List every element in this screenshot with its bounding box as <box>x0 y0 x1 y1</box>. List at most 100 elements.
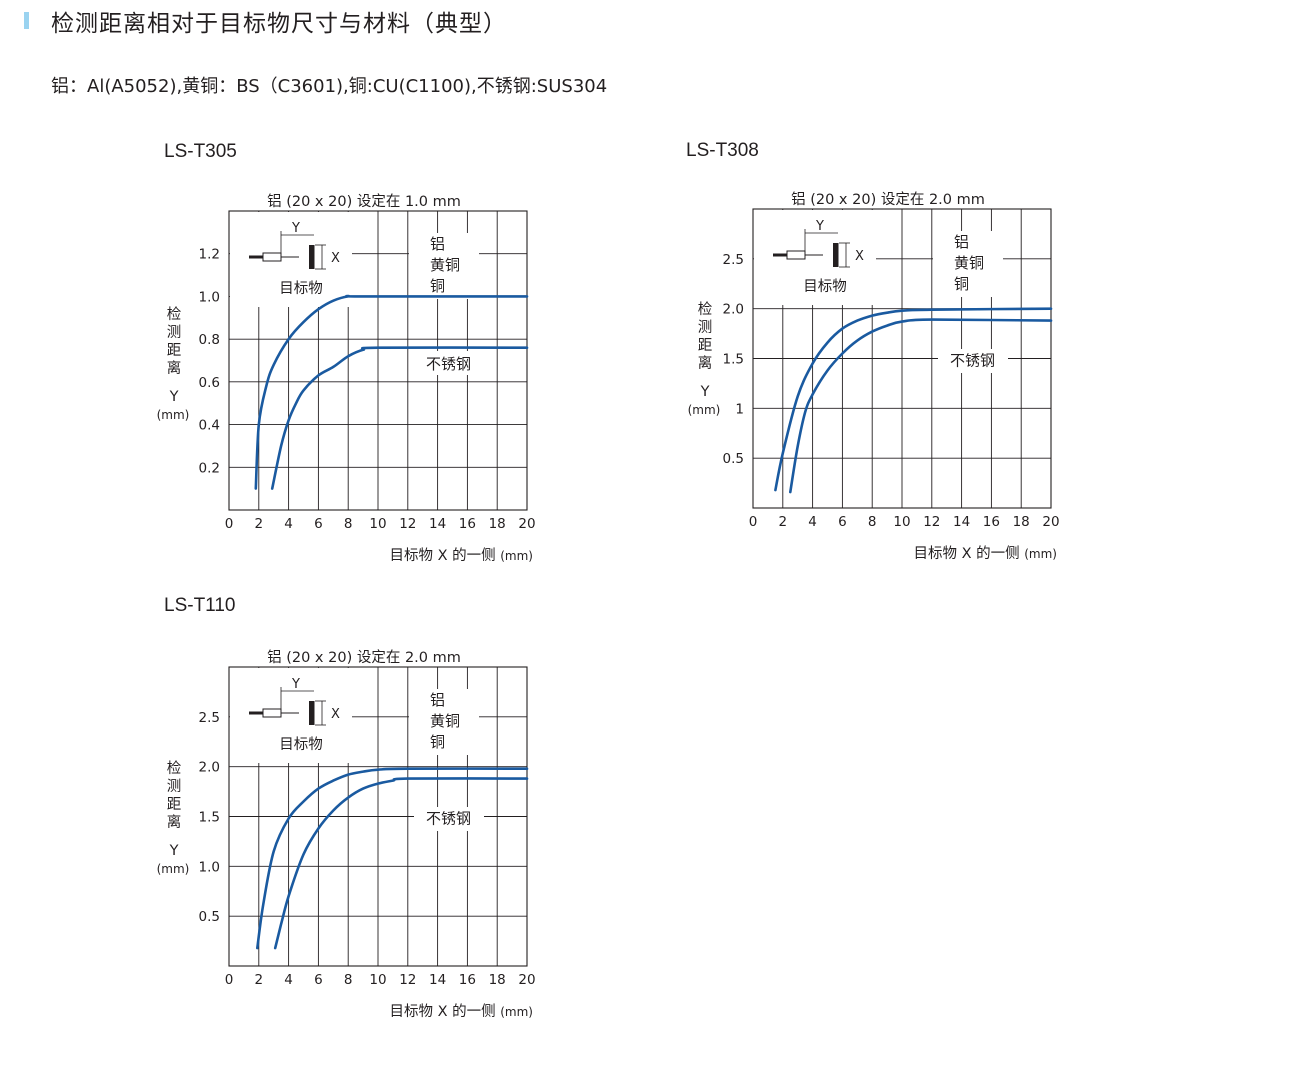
material-annotation: 不锈钢 <box>426 355 471 373</box>
x-tick-label: 16 <box>459 972 476 988</box>
x-tick-label: 6 <box>314 972 323 988</box>
diagram-target-label: 目标物 <box>803 278 847 295</box>
diagram-y-label: Y <box>291 677 300 692</box>
plot-frame <box>752 208 1052 509</box>
y-tick-label: 2.0 <box>199 760 220 776</box>
material-annotation: 铜 <box>954 275 969 293</box>
diagram-x-label: X <box>855 249 864 264</box>
x-tick-label: 4 <box>284 972 293 988</box>
y-tick-label: 0.2 <box>199 460 220 476</box>
model-label-ls-t110: LS-T110 <box>164 595 236 616</box>
y-tick-label: 2.5 <box>723 252 744 268</box>
material-annotation: 不锈钢 <box>950 351 995 369</box>
title-accent-bar <box>24 12 29 29</box>
x-tick-label: 8 <box>344 972 353 988</box>
x-tick-label: 14 <box>429 516 446 532</box>
annotation-background <box>933 231 1003 297</box>
series-line-1 <box>254 294 529 490</box>
y-tick-label: 0.6 <box>199 375 220 391</box>
y-axis-label-char: 检 <box>167 760 182 777</box>
chart-title: 铝 (20 x 20) 设定在 2.0 mm <box>791 191 985 208</box>
x-tick-label: 12 <box>399 972 416 988</box>
y-axis-unit: (mm) <box>688 403 721 417</box>
y-tick-label: 0.5 <box>723 451 744 467</box>
diagram-target-label: 目标物 <box>279 280 323 297</box>
page-title: 检测距离相对于目标物尺寸与材料（典型） <box>51 11 507 37</box>
target-plate-icon <box>309 245 314 269</box>
y-tick-label: 1.0 <box>199 289 220 305</box>
x-tick-label: 6 <box>314 516 323 532</box>
y-tick-label: 0.4 <box>199 418 220 434</box>
inset-diagram-area <box>754 210 876 305</box>
x-tick-label: 0 <box>225 972 234 988</box>
x-tick-label: 20 <box>518 972 535 988</box>
diagram-target-label: 目标物 <box>279 736 323 753</box>
x-tick-label: 20 <box>518 516 535 532</box>
y-axis-label-char: 测 <box>167 778 182 795</box>
model-label-ls-t308: LS-T308 <box>686 140 759 161</box>
y-axis-label-char: 距 <box>167 797 182 813</box>
y-axis-label-char: 测 <box>167 324 182 341</box>
x-tick-label: 18 <box>489 516 506 532</box>
material-annotation: 黄铜 <box>430 712 460 730</box>
y-axis-label-char: 离 <box>167 814 182 831</box>
y-axis-label-char: 离 <box>698 355 713 372</box>
x-axis-label: 目标物 X 的一侧 (mm) <box>913 545 1057 562</box>
x-tick-label: 8 <box>344 516 353 532</box>
x-tick-label: 0 <box>749 514 758 530</box>
material-annotation: 铝 <box>954 233 969 251</box>
y-tick-label: 1.0 <box>199 859 220 875</box>
y-tick-label: 1.5 <box>199 810 220 826</box>
x-tick-label: 14 <box>953 514 970 530</box>
x-tick-label: 2 <box>255 972 264 988</box>
inset-diagram-area <box>230 212 352 307</box>
material-annotation: 不锈钢 <box>426 809 471 827</box>
inset-diagram-area <box>230 668 352 763</box>
y-axis-label-char: 检 <box>167 306 182 323</box>
chart-title: 铝 (20 x 20) 设定在 1.0 mm <box>267 193 461 210</box>
y-axis-label-symbol: Y <box>700 384 710 400</box>
diagram-y-label: Y <box>815 219 824 234</box>
material-annotation: 黄铜 <box>430 256 460 274</box>
annotation-background <box>414 807 484 831</box>
y-axis-label-char: 检 <box>698 301 713 318</box>
diagram-x-label: X <box>331 251 340 266</box>
x-tick-label: 4 <box>284 516 293 532</box>
y-axis-unit: (mm) <box>157 862 190 876</box>
y-axis-label-char: 距 <box>167 343 182 359</box>
x-tick-label: 2 <box>779 514 788 530</box>
material-annotation: 黄铜 <box>954 254 984 272</box>
y-tick-label: 1.5 <box>723 352 744 368</box>
series-line-2 <box>273 777 529 950</box>
x-tick-label: 18 <box>1013 514 1030 530</box>
y-axis-label-char: 距 <box>698 338 713 354</box>
y-tick-label: 0.5 <box>199 909 220 925</box>
diagram-x-label: X <box>331 707 340 722</box>
material-annotation: 铜 <box>430 733 445 751</box>
y-tick-label: 1.2 <box>199 247 220 263</box>
series-line-1 <box>774 307 1053 492</box>
series-line-1 <box>256 767 529 950</box>
x-tick-label: 12 <box>399 516 416 532</box>
y-axis-label-symbol: Y <box>169 843 179 859</box>
series-line-2 <box>789 318 1053 494</box>
x-tick-label: 18 <box>489 972 506 988</box>
x-tick-label: 2 <box>255 516 264 532</box>
x-tick-label: 16 <box>983 514 1000 530</box>
x-tick-label: 10 <box>893 514 910 530</box>
x-tick-label: 0 <box>225 516 234 532</box>
material-annotation: 铝 <box>430 235 445 253</box>
material-annotation: 铜 <box>430 277 445 295</box>
plot-frame <box>228 666 528 967</box>
y-axis-unit: (mm) <box>157 408 190 422</box>
target-plate-icon <box>309 701 314 725</box>
y-axis-label-symbol: Y <box>169 389 179 405</box>
x-tick-label: 12 <box>923 514 940 530</box>
x-tick-label: 10 <box>369 972 386 988</box>
x-tick-label: 16 <box>459 516 476 532</box>
x-axis-label: 目标物 X 的一侧 (mm) <box>389 547 533 564</box>
y-tick-label: 2.0 <box>723 302 744 318</box>
